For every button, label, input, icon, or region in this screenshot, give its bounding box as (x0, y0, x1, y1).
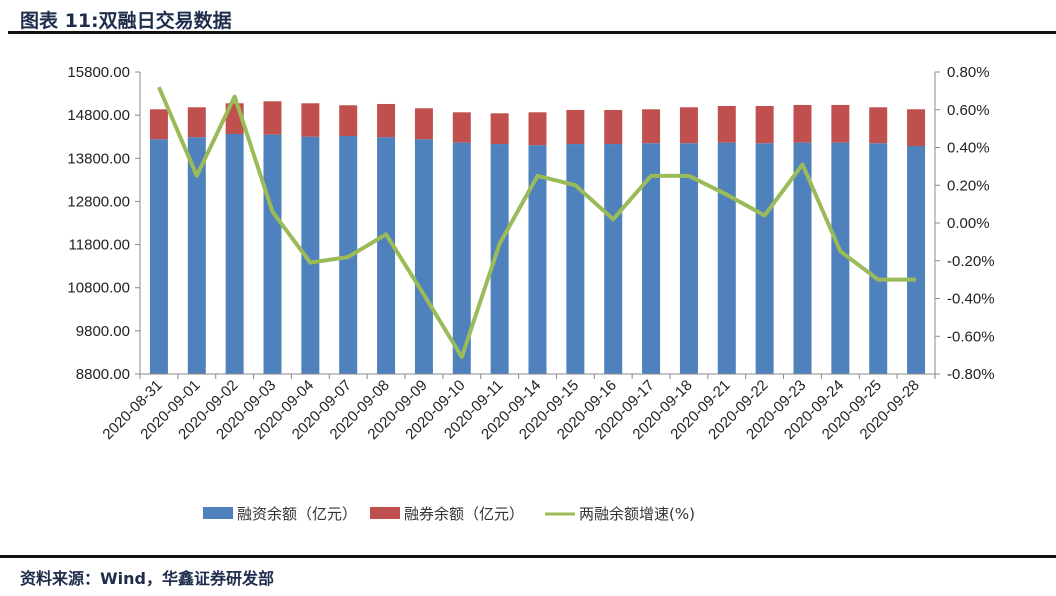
right-axis-tick-label: 0.20% (947, 177, 990, 194)
bar-short-balance (187, 107, 206, 138)
header-rule (8, 31, 1056, 34)
figure-title: 图表 11:双融日交易数据 (20, 10, 232, 32)
right-axis-tick-label: 0.80% (947, 64, 990, 81)
footer-rule (0, 555, 1056, 558)
bar-short-balance (301, 103, 320, 137)
bar-margin-balance (642, 143, 661, 374)
bar-margin-balance (831, 142, 850, 374)
right-axis-tick-label: -0.80% (947, 366, 995, 383)
bar-margin-balance (679, 143, 698, 374)
legend-swatch-short (370, 507, 400, 519)
legend-label-growth: 两融余额增速(%) (579, 505, 695, 523)
left-axis-tick-label: 13800.00 (67, 150, 130, 167)
bar-short-balance (717, 105, 736, 143)
bar-margin-balance (414, 139, 433, 374)
bar-margin-balance (301, 136, 320, 374)
bar-short-balance (263, 101, 282, 135)
right-axis-tick-label: 0.60% (947, 102, 990, 119)
left-axis-tick-label: 9800.00 (76, 323, 130, 340)
bar-short-balance (452, 112, 471, 143)
bar-margin-balance (225, 133, 244, 374)
left-axis-tick-label: 15800.00 (67, 64, 130, 81)
bar-short-balance (907, 109, 926, 146)
bar-short-balance (566, 109, 585, 145)
bar-short-balance (831, 104, 850, 143)
right-axis-tick-label: 0.00% (947, 215, 990, 232)
left-axis-tick-label: 10800.00 (67, 280, 130, 297)
bar-short-balance (755, 105, 774, 144)
bar-short-balance (528, 112, 547, 146)
right-axis-tick-label: 0.40% (947, 140, 990, 157)
bar-short-balance (377, 103, 396, 138)
left-axis-tick-label: 11800.00 (69, 237, 130, 254)
legend-label-short: 融券余额（亿元） (404, 505, 524, 523)
bar-margin-balance (869, 143, 888, 374)
right-axis-tick-label: -0.40% (947, 291, 995, 308)
bar-margin-balance (717, 142, 736, 374)
bar-margin-balance (149, 139, 168, 374)
legend-swatch-margin (203, 507, 233, 519)
bar-margin-balance (452, 142, 471, 374)
bar-short-balance (642, 109, 661, 144)
bar-margin-balance (490, 144, 509, 374)
bar-short-balance (793, 104, 812, 143)
bar-short-balance (414, 108, 433, 140)
right-axis-tick-label: -0.20% (947, 253, 995, 270)
bar-short-balance (679, 107, 698, 144)
bar-margin-balance (566, 144, 585, 374)
bar-short-balance (490, 113, 509, 145)
bar-margin-balance (528, 145, 547, 374)
right-axis-tick-label: -0.60% (947, 328, 995, 345)
bar-short-balance (149, 109, 168, 140)
bar-margin-balance (793, 142, 812, 374)
bar-margin-balance (604, 144, 623, 374)
bar-margin-balance (377, 137, 396, 374)
left-axis-tick-label: 12800.00 (67, 193, 130, 210)
left-axis-tick-label: 8800.00 (76, 366, 130, 383)
bar-margin-balance (263, 134, 282, 374)
bar-short-balance (339, 105, 358, 136)
bar-margin-balance (907, 145, 926, 374)
bar-short-balance (604, 109, 623, 145)
source-note: 资料来源：Wind，华鑫证券研发部 (20, 569, 274, 588)
legend-label-margin: 融资余额（亿元） (237, 505, 357, 523)
bar-margin-balance (187, 137, 206, 374)
left-axis-tick-label: 14800.00 (67, 107, 130, 124)
bar-short-balance (869, 107, 888, 144)
bar-margin-balance (755, 143, 774, 374)
